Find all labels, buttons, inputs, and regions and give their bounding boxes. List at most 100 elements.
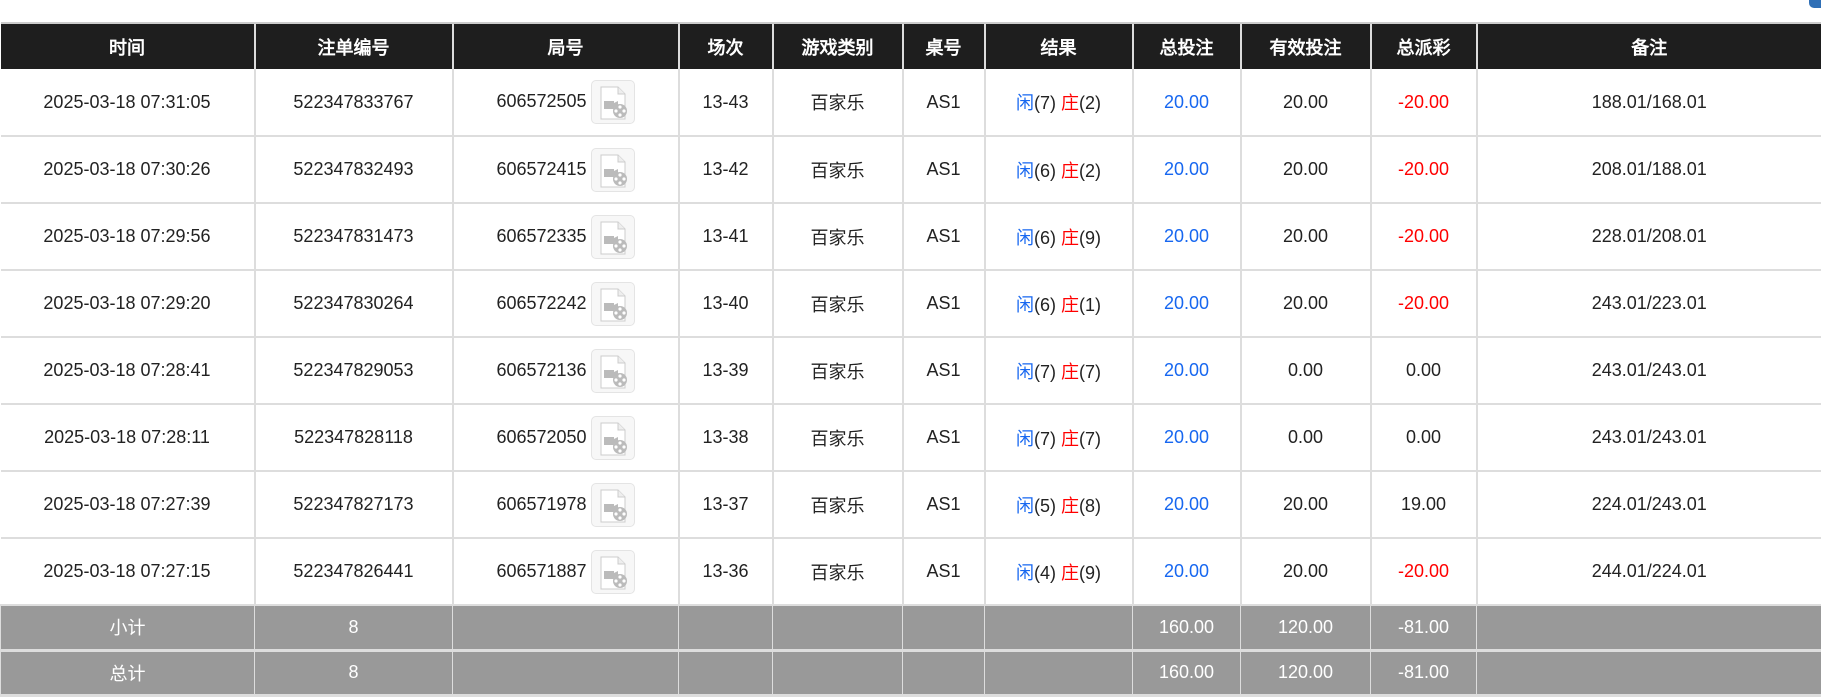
shoe-cell: 13-38 (679, 404, 773, 471)
round-number: 606571978 (496, 493, 586, 513)
summary-valid-bet: 120.00 (1241, 650, 1371, 695)
round-cell: 606572335 (453, 203, 679, 270)
video-file-icon[interactable] (591, 80, 635, 124)
header-result: 结果 (985, 23, 1133, 69)
total-bet-cell: 20.00 (1133, 471, 1241, 538)
result-cell: 闲(6) 庄(2) (985, 136, 1133, 203)
time-cell: 2025-03-18 07:31:05 (1, 69, 255, 136)
banker-score: (7) (1079, 362, 1101, 382)
time-cell: 2025-03-18 07:27:39 (1, 471, 255, 538)
total-bet-cell: 20.00 (1133, 203, 1241, 270)
player-score: (7) (1034, 93, 1056, 113)
header-valid-bet: 有效投注 (1241, 23, 1371, 69)
banker-score: (9) (1079, 563, 1101, 583)
player-label: 闲 (1016, 161, 1034, 181)
video-file-icon[interactable] (591, 416, 635, 460)
total-bet-cell: 20.00 (1133, 136, 1241, 203)
game-type-cell: 百家乐 (773, 136, 903, 203)
bet-id-cell: 522347826441 (255, 538, 453, 605)
bet-id-cell: 522347833767 (255, 69, 453, 136)
shoe-cell: 13-43 (679, 69, 773, 136)
summary-payout: -81.00 (1371, 650, 1477, 695)
round-number: 606572242 (496, 292, 586, 312)
game-type-cell: 百家乐 (773, 538, 903, 605)
video-file-icon[interactable] (591, 550, 635, 594)
bet-id-cell: 522347828118 (255, 404, 453, 471)
header-row: 时间注单编号局号场次游戏类别桌号结果总投注有效投注总派彩备注 (1, 23, 1821, 69)
video-file-icon[interactable] (591, 349, 635, 393)
payout-cell: -20.00 (1371, 136, 1477, 203)
bet-id-cell: 522347829053 (255, 337, 453, 404)
game-type-cell: 百家乐 (773, 203, 903, 270)
note-cell: 188.01/168.01 (1477, 69, 1821, 136)
scroll-top-button[interactable] (1809, 0, 1821, 8)
total-bet-cell: 20.00 (1133, 404, 1241, 471)
table-no-cell: AS1 (903, 203, 985, 270)
note-cell: 244.01/224.01 (1477, 538, 1821, 605)
summary-total-bet: 160.00 (1133, 605, 1241, 650)
payout-cell: -20.00 (1371, 270, 1477, 337)
round-cell: 606572242 (453, 270, 679, 337)
payout-cell: 19.00 (1371, 471, 1477, 538)
round-number: 606572505 (496, 91, 586, 111)
banker-label: 庄 (1061, 563, 1079, 583)
banker-score: (2) (1079, 161, 1101, 181)
valid-bet-cell: 20.00 (1241, 203, 1371, 270)
game-type-cell: 百家乐 (773, 69, 903, 136)
banker-score: (9) (1079, 228, 1101, 248)
valid-bet-cell: 0.00 (1241, 404, 1371, 471)
result-cell: 闲(7) 庄(7) (985, 404, 1133, 471)
shoe-cell: 13-42 (679, 136, 773, 203)
shoe-cell: 13-37 (679, 471, 773, 538)
player-score: (6) (1034, 228, 1056, 248)
shoe-cell: 13-41 (679, 203, 773, 270)
valid-bet-cell: 20.00 (1241, 69, 1371, 136)
table-row: 2025-03-18 07:27:39 522347827173 6065719… (1, 471, 1821, 538)
total-bet-cell: 20.00 (1133, 270, 1241, 337)
video-file-icon[interactable] (591, 148, 635, 192)
round-number: 606572136 (496, 359, 586, 379)
valid-bet-cell: 20.00 (1241, 538, 1371, 605)
table-row: 2025-03-18 07:30:26 522347832493 6065724… (1, 136, 1821, 203)
video-file-icon[interactable] (591, 215, 635, 259)
header-game-type: 游戏类别 (773, 23, 903, 69)
banker-label: 庄 (1061, 161, 1079, 181)
banker-label: 庄 (1061, 295, 1079, 315)
table-row: 2025-03-18 07:28:41 522347829053 6065721… (1, 337, 1821, 404)
valid-bet-cell: 0.00 (1241, 337, 1371, 404)
summary-label: 总计 (1, 650, 255, 695)
time-cell: 2025-03-18 07:29:56 (1, 203, 255, 270)
result-cell: 闲(7) 庄(7) (985, 337, 1133, 404)
payout-cell: -20.00 (1371, 203, 1477, 270)
subtotal-row: 小计 8 160.00 120.00 -81.00 (1, 605, 1821, 650)
round-number: 606572050 (496, 426, 586, 446)
video-file-icon[interactable] (591, 282, 635, 326)
player-label: 闲 (1016, 429, 1034, 449)
summary-total-bet: 160.00 (1133, 650, 1241, 695)
round-cell: 606572415 (453, 136, 679, 203)
player-label: 闲 (1016, 362, 1034, 382)
round-cell: 606572505 (453, 69, 679, 136)
summary-count: 8 (255, 605, 453, 650)
table-row: 2025-03-18 07:27:15 522347826441 6065718… (1, 538, 1821, 605)
player-label: 闲 (1016, 295, 1034, 315)
result-cell: 闲(6) 庄(1) (985, 270, 1133, 337)
shoe-cell: 13-36 (679, 538, 773, 605)
header-round: 局号 (453, 23, 679, 69)
bet-id-cell: 522347827173 (255, 471, 453, 538)
player-score: (4) (1034, 563, 1056, 583)
payout-cell: -20.00 (1371, 69, 1477, 136)
player-score: (7) (1034, 429, 1056, 449)
shoe-cell: 13-40 (679, 270, 773, 337)
result-cell: 闲(6) 庄(9) (985, 203, 1133, 270)
result-cell: 闲(4) 庄(9) (985, 538, 1133, 605)
round-number: 606572415 (496, 158, 586, 178)
payout-cell: 0.00 (1371, 337, 1477, 404)
round-cell: 606571978 (453, 471, 679, 538)
game-type-cell: 百家乐 (773, 337, 903, 404)
note-cell: 224.01/243.01 (1477, 471, 1821, 538)
player-label: 闲 (1016, 496, 1034, 516)
banker-label: 庄 (1061, 429, 1079, 449)
video-file-icon[interactable] (591, 483, 635, 527)
total-bet-cell: 20.00 (1133, 337, 1241, 404)
